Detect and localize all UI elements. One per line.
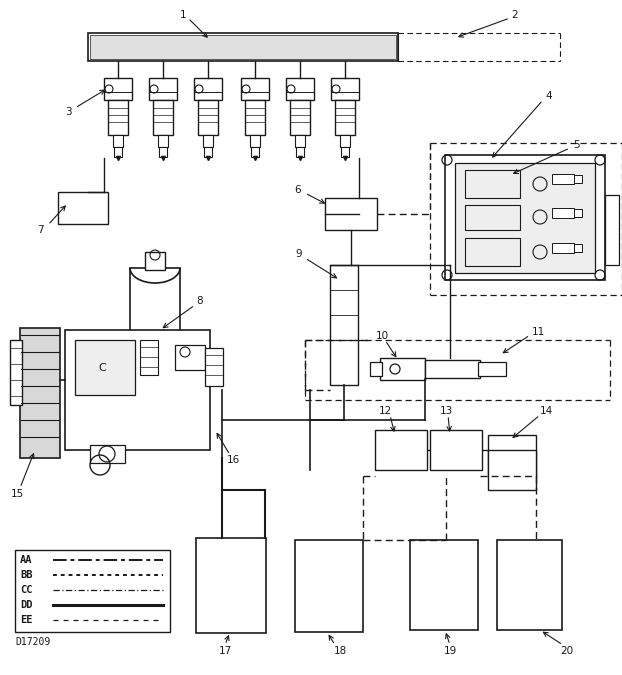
Bar <box>445 155 605 280</box>
Bar <box>104 78 132 100</box>
Bar <box>158 135 168 147</box>
Bar <box>175 345 205 370</box>
Bar <box>153 100 173 135</box>
Bar <box>130 268 180 333</box>
Bar <box>20 328 60 458</box>
Text: C: C <box>98 363 106 373</box>
Bar <box>88 33 398 61</box>
Text: 1: 1 <box>180 10 187 20</box>
Text: DD: DD <box>20 600 32 610</box>
Bar <box>296 147 304 157</box>
Bar <box>465 170 520 198</box>
Bar <box>90 35 396 59</box>
Bar <box>250 135 260 147</box>
Text: 9: 9 <box>295 249 302 259</box>
Text: AA: AA <box>20 555 32 565</box>
Text: 2: 2 <box>512 10 518 20</box>
Bar <box>488 450 536 490</box>
Bar <box>331 78 359 100</box>
Text: CC: CC <box>20 585 32 595</box>
Text: 17: 17 <box>218 646 231 656</box>
Bar <box>605 195 619 265</box>
Text: 15: 15 <box>11 489 24 499</box>
Text: 18: 18 <box>333 646 346 656</box>
Text: 14: 14 <box>539 406 552 416</box>
Bar <box>198 100 218 135</box>
Bar <box>335 100 355 135</box>
Bar <box>465 205 520 230</box>
Bar <box>90 445 125 463</box>
Text: BB: BB <box>20 570 32 580</box>
Bar <box>251 147 259 157</box>
Bar <box>380 358 425 380</box>
Bar <box>375 430 427 470</box>
Bar <box>203 135 213 147</box>
Text: 12: 12 <box>378 406 392 416</box>
Bar <box>75 340 135 395</box>
Bar <box>574 244 582 252</box>
Bar <box>430 430 482 470</box>
Bar <box>497 540 562 630</box>
Bar <box>552 243 574 253</box>
Bar <box>552 208 574 218</box>
Bar <box>196 538 266 633</box>
Bar <box>65 330 210 450</box>
Bar <box>574 175 582 183</box>
Bar <box>425 360 480 378</box>
Bar <box>15 550 170 632</box>
Bar <box>574 209 582 217</box>
Text: 3: 3 <box>65 107 72 117</box>
Bar <box>341 147 349 157</box>
Text: 11: 11 <box>531 327 545 337</box>
Bar <box>290 100 310 135</box>
Bar <box>552 174 574 184</box>
Text: 5: 5 <box>573 140 580 150</box>
Bar <box>465 238 520 266</box>
Text: 4: 4 <box>545 91 552 101</box>
Bar <box>340 135 350 147</box>
Bar <box>10 340 22 405</box>
Text: 7: 7 <box>37 225 44 235</box>
Bar <box>194 78 222 100</box>
Text: 20: 20 <box>560 646 573 656</box>
Bar <box>295 540 363 632</box>
Bar <box>145 252 165 270</box>
Text: D17209: D17209 <box>15 637 50 647</box>
Text: 10: 10 <box>376 331 389 341</box>
Bar <box>241 78 269 100</box>
Bar <box>370 362 382 376</box>
Bar <box>455 163 595 273</box>
Bar <box>478 362 506 376</box>
Bar <box>245 100 265 135</box>
Bar <box>113 135 123 147</box>
Text: 6: 6 <box>295 185 301 195</box>
Bar <box>295 135 305 147</box>
Bar <box>140 340 158 375</box>
Text: 13: 13 <box>439 406 453 416</box>
Bar <box>114 147 122 157</box>
Bar <box>108 100 128 135</box>
Bar <box>58 192 108 224</box>
Text: 19: 19 <box>443 646 457 656</box>
Text: 8: 8 <box>197 296 203 306</box>
Bar <box>159 147 167 157</box>
Bar <box>204 147 212 157</box>
Bar <box>488 435 536 477</box>
Bar <box>149 78 177 100</box>
Bar <box>330 265 358 385</box>
Bar <box>286 78 314 100</box>
Text: EE: EE <box>20 615 32 625</box>
Text: 16: 16 <box>226 455 239 465</box>
Bar <box>325 198 377 230</box>
Bar <box>205 348 223 386</box>
Bar <box>410 540 478 630</box>
